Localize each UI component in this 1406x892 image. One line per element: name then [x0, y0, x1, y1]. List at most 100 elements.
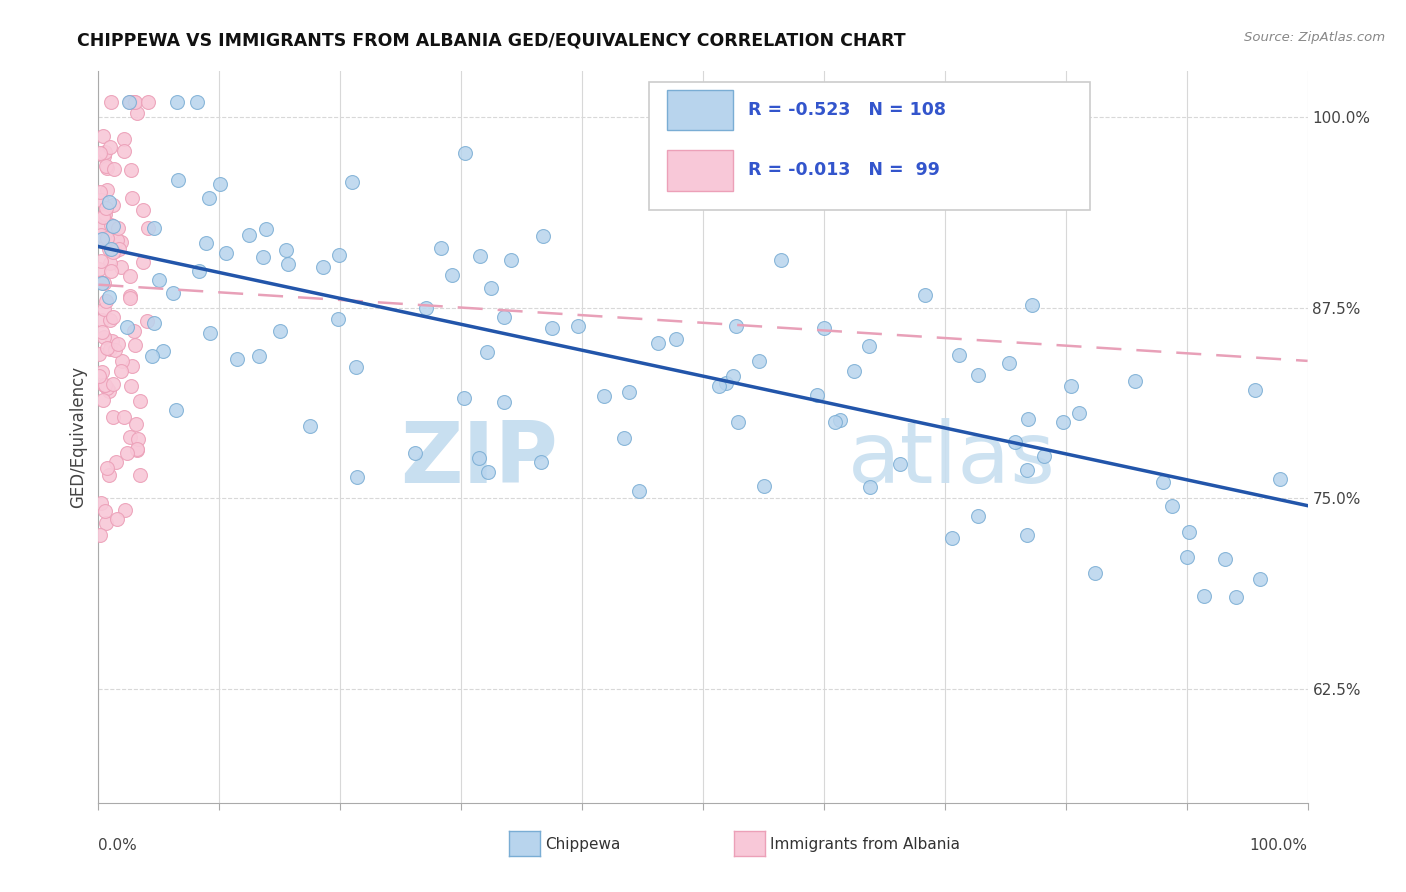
- Point: [468, 249, 491, 263]
- Point: [97, 290, 120, 304]
- Point: [830, 413, 852, 427]
- Point: [115, 446, 138, 460]
- Point: [90, 193, 112, 207]
- Point: [112, 144, 135, 158]
- Point: [89, 145, 111, 160]
- Point: [125, 106, 148, 120]
- Point: [1244, 383, 1267, 397]
- Point: [727, 415, 749, 429]
- Point: [118, 95, 141, 109]
- Point: [492, 395, 515, 409]
- Point: [132, 255, 155, 269]
- Point: [806, 388, 828, 402]
- Point: [124, 324, 146, 338]
- Point: [252, 250, 274, 264]
- Point: [1123, 374, 1146, 388]
- Point: [152, 343, 174, 358]
- Point: [107, 242, 129, 256]
- Point: [101, 197, 124, 211]
- Point: [824, 415, 846, 429]
- Point: [1178, 524, 1201, 539]
- Point: [107, 337, 129, 351]
- Point: [479, 280, 502, 294]
- Text: 0.0%: 0.0%: [98, 838, 138, 854]
- Point: [247, 349, 270, 363]
- Point: [195, 235, 218, 250]
- Point: [165, 403, 187, 417]
- Point: [269, 325, 291, 339]
- Point: [690, 120, 713, 135]
- Point: [101, 245, 124, 260]
- Point: [254, 221, 277, 235]
- Point: [769, 252, 792, 267]
- Point: [127, 432, 149, 446]
- Point: [454, 145, 477, 160]
- Point: [101, 219, 124, 233]
- Point: [198, 326, 221, 340]
- Point: [97, 194, 120, 209]
- Point: [748, 354, 770, 368]
- Point: [100, 218, 122, 232]
- Point: [93, 301, 115, 316]
- Point: [90, 496, 112, 510]
- Point: [1004, 434, 1026, 449]
- Point: [87, 369, 110, 384]
- Point: [613, 431, 636, 445]
- Point: [91, 313, 114, 327]
- Point: [93, 330, 115, 344]
- Point: [111, 354, 134, 368]
- Point: [1017, 412, 1039, 426]
- Point: [93, 377, 115, 392]
- Point: [344, 359, 367, 374]
- Point: [198, 191, 221, 205]
- Point: [143, 316, 166, 330]
- Point: [692, 169, 714, 183]
- Point: [299, 418, 322, 433]
- Point: [966, 368, 988, 382]
- Point: [96, 161, 118, 175]
- Point: [842, 364, 865, 378]
- Point: [186, 95, 208, 109]
- Point: [1021, 298, 1043, 312]
- Point: [721, 369, 744, 384]
- Point: [91, 231, 114, 245]
- Point: [328, 248, 350, 262]
- Point: [91, 277, 114, 291]
- Point: [997, 356, 1019, 370]
- Point: [97, 384, 120, 398]
- Point: [531, 228, 554, 243]
- Point: [112, 132, 135, 146]
- Point: [125, 443, 148, 458]
- Point: [1084, 566, 1107, 581]
- Point: [311, 260, 333, 274]
- Point: [96, 183, 118, 197]
- Point: [136, 95, 159, 109]
- Point: [124, 417, 146, 431]
- Point: [167, 173, 190, 187]
- Point: [121, 191, 143, 205]
- Point: [120, 163, 142, 178]
- Point: [120, 378, 142, 392]
- Point: [453, 392, 475, 406]
- Point: [124, 95, 146, 109]
- Point: [226, 352, 249, 367]
- Point: [107, 220, 129, 235]
- Point: [593, 389, 616, 403]
- Point: [96, 230, 118, 244]
- Point: [100, 95, 122, 109]
- Point: [94, 145, 117, 159]
- Point: [103, 161, 125, 176]
- Point: [1268, 471, 1291, 485]
- Point: [96, 460, 118, 475]
- Point: [162, 285, 184, 300]
- Point: [90, 326, 112, 340]
- Point: [326, 312, 349, 326]
- Point: [1175, 550, 1198, 565]
- Point: [129, 467, 152, 482]
- Point: [94, 516, 117, 530]
- Point: [89, 261, 111, 276]
- Point: [90, 254, 112, 268]
- Point: [96, 159, 118, 173]
- Text: Source: ZipAtlas.com: Source: ZipAtlas.com: [1244, 31, 1385, 45]
- Point: [627, 483, 650, 498]
